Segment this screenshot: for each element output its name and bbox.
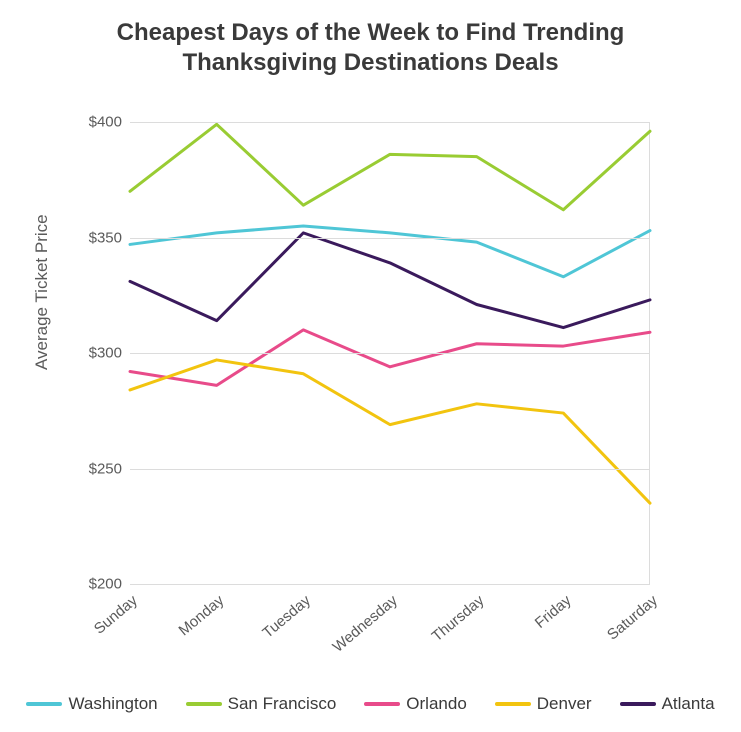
grid-line (130, 238, 650, 239)
grid-line (130, 584, 650, 585)
chart-title-line1: Cheapest Days of the Week to Find Trendi… (117, 19, 625, 46)
legend-label: Washington (68, 694, 157, 714)
series-line (130, 360, 650, 503)
legend-item: San Francisco (186, 694, 337, 714)
x-tick-label: Monday (176, 592, 228, 639)
legend-swatch (495, 702, 531, 706)
legend-label: Atlanta (662, 694, 715, 714)
x-tick-label: Sunday (91, 592, 141, 638)
x-tick-label: Wednesday (330, 592, 401, 656)
x-tick-label: Thursday (429, 592, 488, 645)
y-tick-label: $250 (89, 460, 122, 477)
series-line (130, 226, 650, 277)
legend-item: Denver (495, 694, 592, 714)
x-tick-label: Tuesday (260, 592, 315, 642)
legend: Washington San Francisco Orlando Denver Atla… (0, 694, 741, 714)
series-line (130, 124, 650, 209)
legend-item: Washington (26, 694, 157, 714)
series-line (130, 233, 650, 328)
y-tick-label: $400 (89, 114, 122, 131)
legend-swatch (26, 702, 62, 706)
legend-swatch (186, 702, 222, 706)
grid-line (130, 122, 650, 123)
grid-line (130, 353, 650, 354)
chart-title: Cheapest Days of the Week to Find Trendi… (0, 0, 741, 78)
legend-item: Atlanta (620, 694, 715, 714)
y-tick-label: $300 (89, 345, 122, 362)
legend-swatch (364, 702, 400, 706)
legend-swatch (620, 702, 656, 706)
plot-area: $200$250$300$350$400SundayMondayTuesdayW… (130, 122, 650, 584)
y-tick-label: $200 (89, 576, 122, 593)
chart-container: Cheapest Days of the Week to Find Trendi… (0, 0, 741, 732)
chart-title-line2: Thanksgiving Destinations Deals (182, 49, 558, 76)
series-line (130, 330, 650, 385)
legend-label: San Francisco (228, 694, 337, 714)
x-tick-label: Saturday (604, 592, 661, 644)
legend-label: Denver (537, 694, 592, 714)
grid-line (130, 469, 650, 470)
y-axis-label: Average Ticket Price (32, 214, 52, 370)
legend-item: Orlando (364, 694, 466, 714)
legend-label: Orlando (406, 694, 466, 714)
x-tick-label: Friday (531, 592, 574, 632)
y-tick-label: $350 (89, 229, 122, 246)
